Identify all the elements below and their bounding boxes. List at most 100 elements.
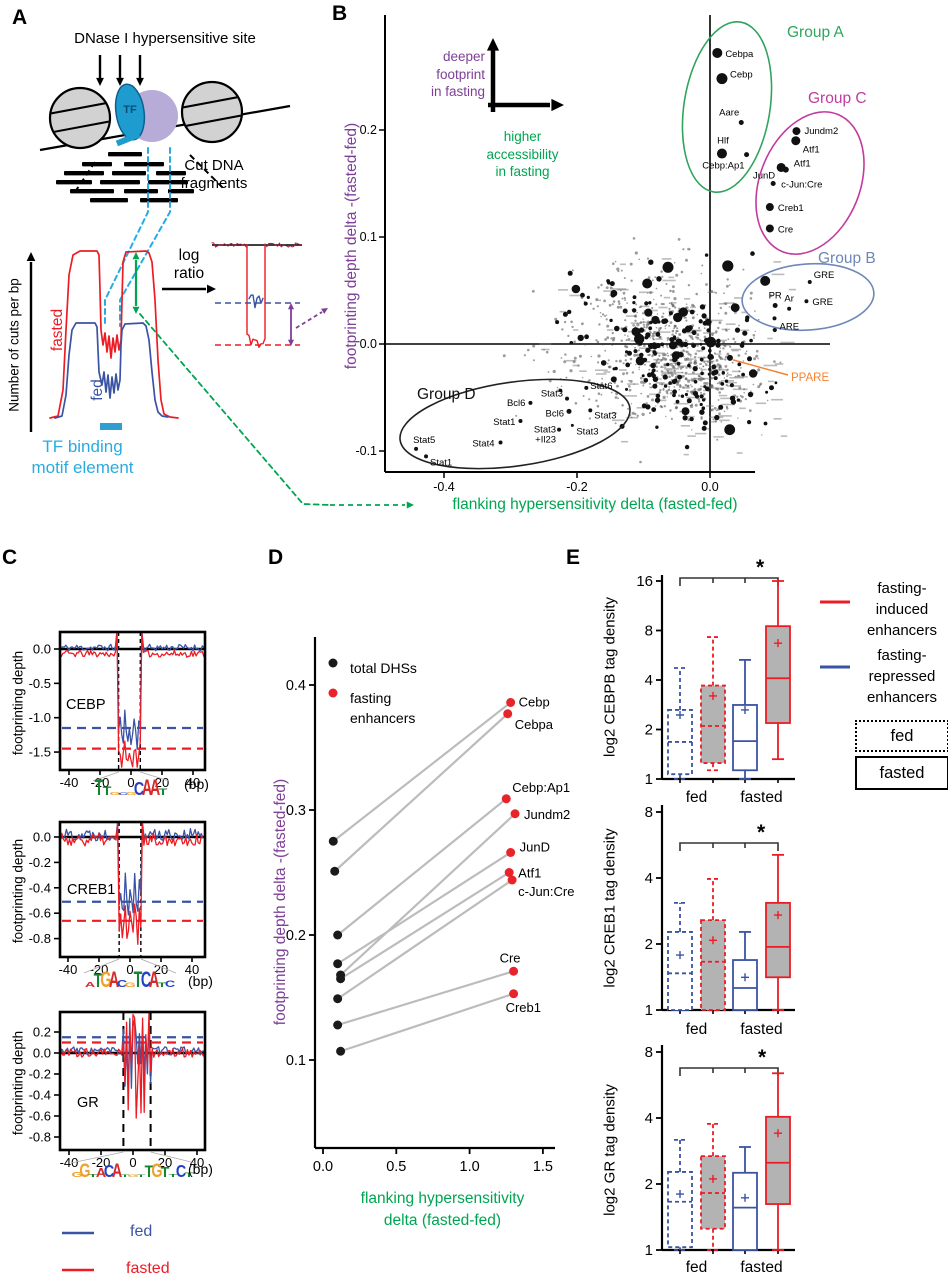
cloud-label-mark: [774, 363, 784, 365]
total-dhs-point: [336, 1046, 346, 1056]
panel-b-letter: B: [332, 2, 348, 25]
motif-logo-letter: A: [109, 967, 119, 992]
cloud-dot: [773, 360, 776, 363]
logratio-fed-dip: [248, 294, 264, 309]
cloud-dot: [666, 336, 670, 340]
motif-logo-letter: G: [125, 791, 136, 796]
dna-fragment-bar: [64, 171, 104, 176]
pair-label: Atf1: [518, 866, 541, 881]
cloud-dot: [718, 391, 721, 394]
cloud-dot: [674, 364, 677, 366]
cloud-dot-big: [571, 284, 581, 294]
cloud-dot-black: [645, 332, 651, 338]
cloud-dot-black: [666, 362, 670, 367]
cloud-dot-black: [655, 393, 661, 399]
cloud-dot: [632, 324, 635, 327]
cloud-dot: [658, 354, 661, 357]
cloud-dot-black: [714, 414, 720, 421]
cloud-dot: [622, 372, 625, 376]
cloud-dot-black: [662, 374, 668, 380]
cloud-dot: [634, 251, 638, 255]
cloud-dot: [700, 363, 702, 365]
panel-c-letter: C: [2, 546, 18, 569]
nucleosome: [180, 80, 244, 144]
cloud-dot: [691, 316, 695, 320]
cloud-label-mark: [780, 435, 788, 437]
arrowhead-icon: [287, 339, 295, 346]
cloud-dot: [742, 268, 745, 271]
logratio-noise: [211, 242, 247, 248]
cloud-dot: [641, 412, 645, 416]
cloud-dot: [502, 354, 506, 358]
tf-motif-point-label: Cebp: [730, 70, 753, 81]
y-tick-label: 16: [636, 573, 653, 590]
cloud-dot: [610, 337, 613, 340]
x-tick-label: -20: [91, 775, 110, 790]
cloud-dot: [548, 379, 552, 383]
cloud-label-mark: [767, 337, 773, 340]
cloud-dot: [687, 340, 689, 342]
cloud-dot-black: [684, 444, 690, 450]
cloud-dot: [685, 366, 688, 369]
tf-motif-point: [712, 47, 723, 58]
dna-fragment-bar: [70, 189, 114, 194]
cloud-dot: [683, 316, 686, 319]
cloud-dot: [667, 339, 669, 342]
cloud-label-mark: [690, 306, 696, 309]
cloud-dot-black: [643, 378, 649, 383]
arrowhead-icon: [486, 38, 500, 51]
cloud-dot: [685, 317, 687, 319]
cloud-dot: [634, 412, 637, 416]
total-dhs-point: [333, 994, 343, 1004]
y-tick-label: -0.2: [29, 855, 51, 870]
nucleosome-circle: [48, 86, 112, 150]
cloud-dot: [717, 399, 720, 401]
significance-bracket: [679, 842, 779, 851]
mean-marker: [741, 1193, 749, 1202]
cloud-dot-big: [730, 303, 740, 312]
cebpb-tag-density-axis-label: log2 CEBPB tag density: [601, 596, 619, 758]
cloud-dot: [660, 370, 664, 373]
cloud-dot: [662, 302, 665, 306]
cloud-dot-black: [699, 357, 704, 362]
cloud-dot-big: [681, 407, 690, 416]
logo-connector: [92, 771, 119, 782]
fasting-enhancer-point: [506, 848, 516, 857]
cloud-dot: [617, 397, 619, 400]
cloud-dot: [668, 375, 671, 379]
cloud-dot: [677, 238, 681, 241]
cloud-label-mark: [539, 343, 552, 345]
cloud-dot: [726, 375, 728, 378]
cloud-dot: [611, 331, 614, 335]
cloud-label-mark: [736, 452, 743, 454]
cloud-dot: [653, 298, 655, 301]
cloud-dot: [612, 336, 616, 340]
cloud-dot: [686, 385, 690, 388]
cloud-dot: [707, 428, 709, 430]
panel-a-letter: A: [12, 6, 28, 29]
tf-motif-point-label: ARE: [780, 321, 800, 332]
cloud-dot: [531, 289, 535, 293]
pair-label: Cebp: [519, 695, 550, 710]
cebp-y-axis-label: footprinting depth: [10, 650, 26, 756]
cloud-dot-black: [701, 406, 706, 411]
cloud-dot: [703, 381, 707, 385]
cloud-dot-big: [724, 424, 736, 436]
cloud-dot: [684, 371, 688, 375]
cloud-dot: [646, 257, 650, 260]
cloud-dot: [669, 392, 673, 395]
cloud-dot-big: [705, 336, 717, 348]
cloud-dot: [596, 404, 600, 408]
cloud-label-mark: [687, 435, 696, 437]
y-tick-label: -0.4: [29, 1088, 51, 1103]
y-tick-label: -0.2: [29, 1067, 51, 1082]
cloud-dot: [662, 387, 665, 390]
fasting-enhancer-point: [501, 794, 511, 804]
pair-label: Jundm2: [524, 807, 570, 822]
cloud-dot: [715, 409, 718, 412]
cloud-dot-black: [692, 366, 698, 372]
cloud-dot-black: [627, 350, 632, 356]
motif-logo-letter: G: [100, 967, 111, 992]
cloud-label-mark: [700, 368, 707, 371]
motif-logo-letter: T: [103, 784, 112, 798]
